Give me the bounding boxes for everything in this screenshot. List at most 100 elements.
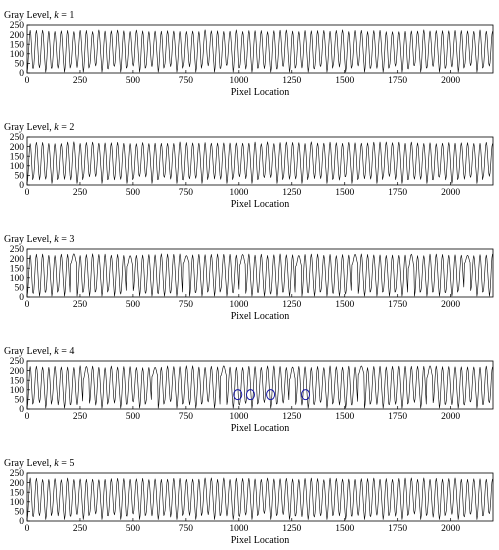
y-tick-label: 250 — [10, 133, 25, 143]
x-tick-label: 1250 — [282, 412, 301, 422]
y-tick-label: 250 — [10, 357, 25, 367]
x-tick-label: 1500 — [335, 188, 354, 198]
gray-level-series — [26, 29, 493, 73]
y-tick-label: 0 — [19, 181, 24, 191]
x-tick-label: 0 — [25, 300, 30, 310]
x-tick-label: 500 — [126, 412, 141, 422]
x-tick-label: 0 — [25, 76, 30, 86]
x-tick-label: 1000 — [229, 188, 248, 198]
x-tick-label: 750 — [179, 76, 194, 86]
chart-title: Gray Level, k = 1 — [4, 10, 74, 21]
y-tick-label: 50 — [15, 508, 25, 518]
chart-title-prefix: Gray Level, — [4, 10, 54, 21]
y-tick-label: 50 — [15, 172, 25, 182]
x-tick-label: 750 — [179, 300, 194, 310]
chart-title-suffix: = 3 — [59, 234, 75, 245]
x-tick-label: 2000 — [441, 412, 460, 422]
chart-title-prefix: Gray Level, — [4, 458, 54, 469]
x-tick-label: 1250 — [282, 524, 301, 534]
x-tick-label: 1750 — [388, 524, 407, 534]
plot-frame — [26, 136, 494, 186]
x-axis-label: Pixel Location — [231, 311, 290, 322]
y-tick-label: 0 — [19, 69, 24, 79]
chart-title-var: k — [54, 234, 59, 245]
chart-title: Gray Level, k = 4 — [4, 346, 74, 357]
y-tick-label: 150 — [10, 152, 25, 162]
chart-title-var: k — [54, 122, 59, 133]
y-tick-label: 0 — [19, 293, 24, 303]
anomaly-marker — [266, 389, 276, 401]
anomaly-marker — [301, 389, 311, 401]
y-tick-label: 200 — [10, 255, 25, 265]
x-tick-label: 0 — [25, 188, 30, 198]
chart-title-suffix: = 2 — [59, 122, 75, 133]
y-tick-label: 250 — [10, 469, 25, 479]
y-tick-label: 150 — [10, 488, 25, 498]
x-tick-label: 2000 — [441, 524, 460, 534]
plot-frame — [26, 360, 494, 410]
x-tick-label: 1000 — [229, 300, 248, 310]
x-tick-label: 1750 — [388, 188, 407, 198]
plot-frame — [26, 24, 494, 74]
x-tick-label: 1500 — [335, 300, 354, 310]
chart-title-suffix: = 4 — [59, 346, 75, 357]
y-tick-label: 200 — [10, 367, 25, 377]
gray-level-series — [26, 141, 493, 184]
x-axis-label: Pixel Location — [231, 535, 290, 546]
x-tick-label: 250 — [73, 188, 88, 198]
chart-title-prefix: Gray Level, — [4, 122, 54, 133]
x-tick-label: 500 — [126, 188, 141, 198]
x-tick-label: 250 — [73, 412, 88, 422]
gray-level-series — [26, 477, 493, 520]
x-tick-label: 750 — [179, 412, 194, 422]
chart-title-suffix: = 5 — [59, 458, 75, 469]
x-tick-label: 2000 — [441, 188, 460, 198]
y-tick-label: 100 — [10, 162, 25, 172]
x-tick-label: 1500 — [335, 76, 354, 86]
x-tick-label: 2000 — [441, 76, 460, 86]
chart-title-prefix: Gray Level, — [4, 346, 54, 357]
y-tick-label: 200 — [10, 143, 25, 153]
y-tick-label: 100 — [10, 274, 25, 284]
x-tick-label: 1250 — [282, 300, 301, 310]
y-tick-label: 100 — [10, 50, 25, 60]
x-tick-label: 0 — [25, 524, 30, 534]
chart-title-var: k — [54, 346, 59, 357]
x-tick-label: 1000 — [229, 76, 248, 86]
y-tick-label: 200 — [10, 31, 25, 41]
y-tick-label: 50 — [15, 284, 25, 294]
y-tick-label: 150 — [10, 40, 25, 50]
y-tick-label: 250 — [10, 21, 25, 31]
chart-title-prefix: Gray Level, — [4, 234, 54, 245]
y-tick-label: 0 — [19, 517, 24, 527]
x-axis-label: Pixel Location — [231, 423, 290, 434]
x-tick-label: 250 — [73, 524, 88, 534]
x-tick-label: 750 — [179, 188, 194, 198]
y-tick-label: 200 — [10, 479, 25, 489]
chart-title: Gray Level, k = 3 — [4, 234, 74, 245]
x-tick-label: 500 — [126, 76, 141, 86]
x-axis-label: Pixel Location — [231, 199, 290, 210]
y-tick-label: 100 — [10, 498, 25, 508]
x-tick-label: 500 — [126, 300, 141, 310]
x-tick-label: 1250 — [282, 188, 301, 198]
y-tick-label: 150 — [10, 264, 25, 274]
x-tick-label: 500 — [126, 524, 141, 534]
plot-frame — [26, 248, 494, 298]
x-tick-label: 250 — [73, 300, 88, 310]
anomaly-marker — [245, 389, 255, 401]
x-tick-label: 1000 — [229, 524, 248, 534]
x-tick-label: 1500 — [335, 412, 354, 422]
x-tick-label: 2000 — [441, 300, 460, 310]
plot-frame — [26, 472, 494, 522]
y-tick-label: 100 — [10, 386, 25, 396]
chart-title-var: k — [54, 10, 59, 21]
chart-title-suffix: = 1 — [59, 10, 75, 21]
y-tick-label: 250 — [10, 245, 25, 255]
